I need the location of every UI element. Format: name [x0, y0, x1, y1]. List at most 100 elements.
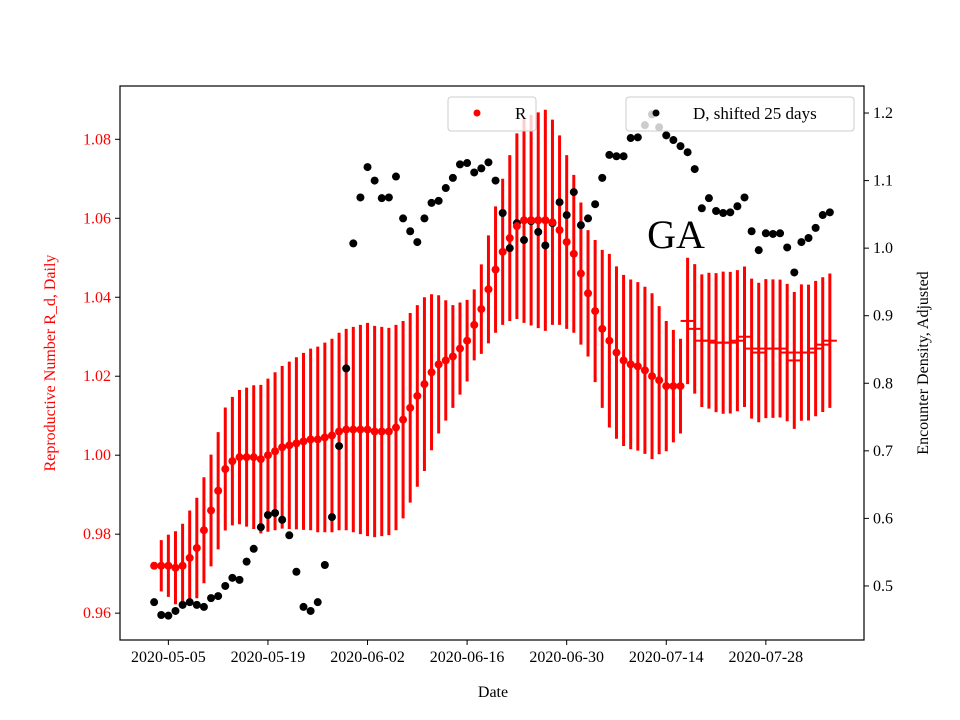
right-axis-ticks: 0.5 0.6 0.7 0.8 0.9 1.0 1.1 1.2: [864, 105, 893, 595]
r-point: [178, 561, 187, 570]
r-point: [448, 352, 457, 361]
r-point: [207, 506, 216, 515]
r-point: [484, 285, 493, 294]
d-point: [804, 234, 813, 243]
x-tick-label: 2020-05-19: [231, 649, 306, 666]
r-point: [384, 427, 393, 436]
d-point: [342, 364, 351, 373]
d-point: [427, 198, 436, 207]
r-point: [669, 382, 678, 391]
d-point: [327, 513, 336, 522]
d-point: [790, 268, 799, 277]
r-point: [399, 415, 408, 424]
r-point: [150, 561, 159, 570]
r-point: [548, 218, 557, 227]
d-point: [505, 244, 514, 253]
r-point: [235, 453, 244, 462]
r-point: [662, 382, 671, 391]
d-point: [320, 561, 329, 570]
d-point: [591, 200, 600, 209]
d-point: [733, 202, 742, 211]
d-point: [776, 229, 785, 238]
d-point: [228, 573, 237, 582]
d-point: [164, 611, 173, 620]
left-axis-ticks: 0.96 0.98 1.00 1.02 1.04 1.06 1.08: [83, 131, 120, 622]
d-point: [455, 160, 464, 169]
right-axis-label: Encounter Density, Adjusted: [915, 271, 932, 454]
d-point: [783, 243, 792, 252]
r-point: [249, 453, 258, 462]
right-y-tick-label: 0.6: [873, 510, 893, 527]
x-axis-label: Date: [478, 684, 508, 701]
d-point: [626, 134, 635, 143]
d-point: [441, 184, 450, 193]
d-point: [313, 598, 322, 607]
d-point: [662, 131, 671, 140]
d-point: [377, 194, 386, 203]
d-point: [171, 606, 180, 615]
r-point: [633, 362, 642, 371]
r-point: [441, 356, 450, 365]
r-point: [164, 561, 173, 570]
d-point: [768, 229, 777, 238]
legend-d-marker: [652, 109, 660, 117]
r-point: [299, 437, 308, 446]
d-point: [185, 598, 194, 607]
x-tick-label: 2020-07-14: [629, 649, 704, 666]
r-point: [221, 465, 230, 474]
d-point: [263, 511, 272, 520]
d-point: [726, 208, 735, 217]
legend-r-box: [447, 96, 537, 132]
d-point: [761, 229, 770, 238]
d-point: [598, 173, 607, 182]
d-point: [221, 581, 230, 590]
x-tick-label: 2020-07-28: [729, 649, 804, 666]
r-point: [640, 366, 649, 375]
left-y-tick-label: 1.06: [83, 210, 111, 227]
d-point: [576, 221, 585, 230]
d-point: [584, 214, 593, 223]
d-point: [249, 544, 258, 553]
r-point: [327, 431, 336, 440]
d-point: [605, 150, 614, 159]
r-point: [498, 247, 507, 256]
right-y-tick-label: 1.1: [873, 173, 893, 190]
legend-r-marker: [473, 109, 481, 117]
legend-r-label: R: [515, 104, 527, 123]
r-point: [370, 427, 379, 436]
r-point: [562, 237, 571, 246]
d-point: [214, 592, 223, 601]
x-tick-label: 2020-06-30: [529, 649, 604, 666]
d-point: [413, 238, 422, 247]
d-point: [256, 523, 265, 532]
r-point: [256, 455, 265, 464]
d-point: [754, 246, 763, 255]
d-point: [299, 602, 308, 611]
d-point: [704, 194, 713, 203]
d-point: [633, 133, 642, 142]
r-point: [228, 457, 237, 466]
r-point: [655, 376, 664, 385]
r-point: [520, 216, 529, 225]
r-point: [342, 425, 351, 434]
left-y-tick-label: 0.96: [83, 605, 111, 622]
right-y-tick-label: 0.8: [873, 375, 893, 392]
r-point: [527, 216, 536, 225]
r-point: [278, 443, 287, 452]
d-point: [278, 515, 287, 524]
r-point: [171, 563, 180, 572]
d-point: [683, 148, 692, 157]
d-point: [712, 206, 721, 215]
left-y-tick-label: 1.02: [83, 368, 111, 385]
r-point: [470, 320, 479, 329]
left-y-tick-label: 1.04: [83, 289, 111, 306]
d-point: [242, 557, 251, 566]
right-y-tick-label: 1.0: [873, 240, 893, 257]
d-point: [719, 209, 728, 218]
r-point: [335, 427, 344, 436]
right-y-tick-label: 0.7: [873, 443, 893, 460]
left-y-tick-label: 1.08: [83, 131, 111, 148]
d-point: [747, 227, 756, 236]
x-tick-label: 2020-05-05: [131, 649, 206, 666]
